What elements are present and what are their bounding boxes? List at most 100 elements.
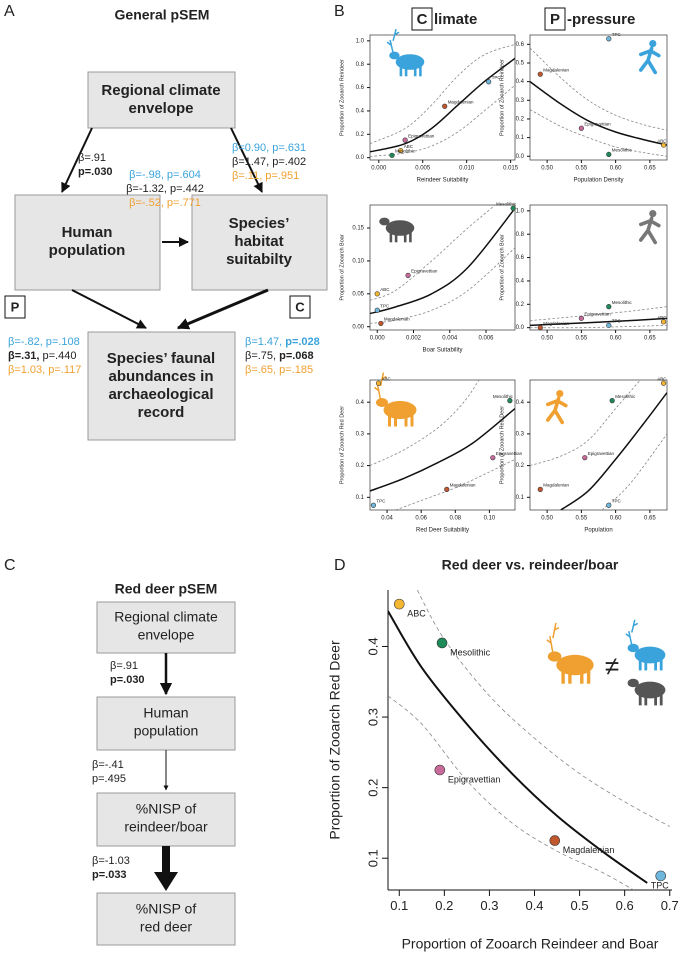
data-point [442,103,448,109]
coefficient-part: p=.631 [272,142,306,154]
point-label: Mesolithic [615,394,636,399]
coefficient: p=.030 [78,166,113,178]
chart: 0.04 0.06 0.08 0.10 0.1 0.2 0.3 0.4 Red Deer Sui… [339,372,523,534]
y-tick-label: 0.6 [516,255,525,261]
fit-curve [416,590,670,827]
icon [639,46,661,75]
coefficient: p=.030 [110,674,145,686]
icon [395,54,425,70]
plot-frame [529,379,668,511]
x-tick-label: 0.60 [610,335,622,341]
x-tick-label: 0.55 [576,165,588,171]
data-point [606,151,612,158]
fit-curve [530,109,667,157]
point-label: Epigravettian [411,269,438,274]
fit-curve [560,392,667,510]
coefficient-part: p=.030 [110,674,145,686]
fit-curve [530,47,667,131]
data-point [374,307,380,313]
x-axis-label: Boar Suitability [422,348,462,354]
icon [383,401,417,419]
point-label: Epigravettian [584,312,611,317]
x-axis-label: Population [584,528,612,534]
point-label: Magdalenian [543,67,569,72]
point-label: Mesolithic [395,149,416,154]
icon [374,372,387,400]
node-label: suitabilty [226,251,293,268]
y-tick-label: 0.2 [365,779,380,797]
x-tick-label: 0.06 [415,515,427,521]
data-point [549,835,561,846]
coefficient-part: p=.068 [279,350,314,362]
node-label: Species’ [229,215,290,232]
data-point [606,304,612,310]
x-tick-label: 0.04 [381,515,393,521]
icon [556,654,594,676]
icon [649,210,657,218]
coefficient: β=.91 [78,152,106,164]
node-box [96,892,236,946]
node-box [14,194,161,291]
data-point [510,205,516,211]
coefficient-part: β=.75, [245,350,276,362]
chart: Red deer vs. reindeer/boar 0.1 0.2 0.3 0.4 0.… [327,557,679,952]
point-label: TPC [612,32,622,37]
data-point [398,148,404,154]
coefficient-part: β=-1.32, [126,183,167,195]
panel-label: C [4,557,16,574]
coefficient: β=-.82, p=.108 [8,336,80,348]
fit-curve [370,84,515,157]
x-tick-label: 0.50 [541,335,553,341]
coefficient-part: p=.604 [167,169,201,181]
fit-curve [370,205,496,301]
coefficient: β=-.41 [92,759,124,771]
fit-curve [395,458,515,510]
coefficient: p=.033 [92,869,127,881]
x-tick-label: 0.60 [610,515,622,521]
x-tick-label: 0.10 [484,515,496,521]
node-box [191,194,328,291]
x-tick-label: 0.7 [661,898,679,913]
fit-curve [601,433,667,510]
coefficient-part: p=.442 [170,183,204,195]
data-point [507,398,513,404]
data-point [660,142,667,148]
coefficient-part: p=.028 [285,336,320,348]
point-label: ABC [407,608,426,618]
point-label: Epigravettian [496,451,523,456]
x-tick-label: 0.55 [576,515,588,521]
data-point [660,380,667,386]
coefficient-part: β=-.82, [8,336,43,348]
data-point [655,870,667,882]
badge [289,295,311,319]
icon [625,619,639,646]
point-label: TPC [612,319,622,324]
x-tick-label: 0.004 [442,335,458,341]
icon [547,651,562,662]
badge-text: P [11,299,20,314]
y-tick-label: 0.0 [516,154,525,160]
data-point [370,502,377,508]
y-axis-label: Proportion of Zooarch Red Deer [339,406,345,484]
fit-curve [388,610,648,884]
fit-curve [530,380,641,466]
fit-curve [530,317,667,327]
x-tick-label: 0.002 [406,335,422,341]
data-point [537,71,543,77]
data-point [402,137,408,143]
point-label: Magdalenian [448,99,474,104]
data-point [606,36,612,42]
node-box [87,71,236,129]
y-tick-label: 0.6 [516,42,525,48]
y-tick-label: 0.3 [516,431,525,437]
coefficient-part: β=.31, [8,350,40,362]
y-tick-label: 0.3 [516,98,525,104]
data-point [606,322,612,328]
x-tick-label: 0.6 [616,898,634,913]
plot-frame [529,34,668,161]
y-axis-label: Proportion of Zooarch Red Deer [499,406,505,484]
x-tick-label: 0.5 [571,898,589,913]
fit-curve [530,306,667,322]
y-tick-label: 0.6 [356,85,365,91]
